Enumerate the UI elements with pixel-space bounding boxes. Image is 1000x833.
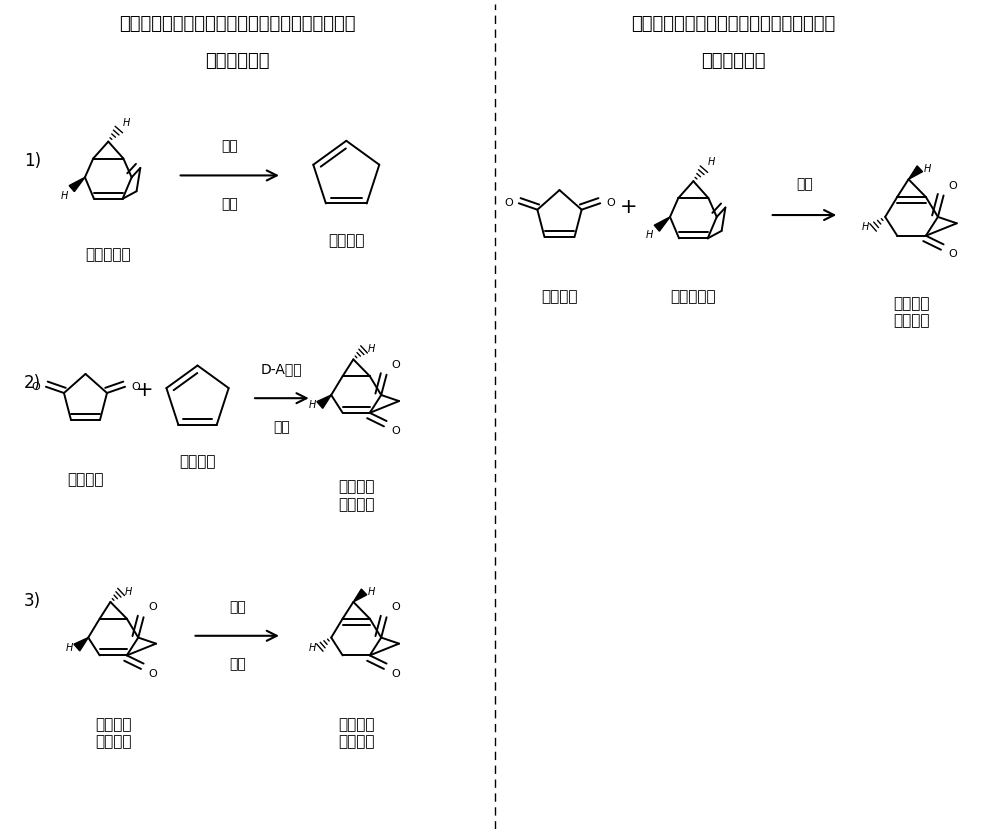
Text: （一个步骤）: （一个步骤） xyxy=(701,52,765,70)
Text: 解聚: 解聚 xyxy=(221,197,238,212)
Text: O: O xyxy=(949,249,957,259)
Text: 外亚甲基
四氢苯酐: 外亚甲基 四氢苯酐 xyxy=(893,297,930,328)
Text: +: + xyxy=(136,381,154,401)
Text: H: H xyxy=(308,642,316,652)
Polygon shape xyxy=(353,589,367,602)
Text: H: H xyxy=(368,587,375,597)
Text: H: H xyxy=(645,230,653,240)
Text: +: + xyxy=(620,197,638,217)
Text: 加热: 加热 xyxy=(796,177,813,192)
Polygon shape xyxy=(909,166,923,179)
Text: D-A反应: D-A反应 xyxy=(261,362,303,377)
Text: H: H xyxy=(308,400,316,410)
Text: 本发明的外亚甲基四氢苯酐粗品的制备方法: 本发明的外亚甲基四氢苯酐粗品的制备方法 xyxy=(631,15,835,33)
Text: 环戊二烯: 环戊二烯 xyxy=(179,455,216,470)
Text: H: H xyxy=(862,222,869,232)
Polygon shape xyxy=(654,217,670,232)
Text: （三个步骤）: （三个步骤） xyxy=(205,52,269,70)
Text: O: O xyxy=(392,602,400,612)
Text: H: H xyxy=(123,117,130,127)
Text: O: O xyxy=(131,382,140,392)
Text: O: O xyxy=(149,669,157,679)
Text: O: O xyxy=(392,360,400,370)
Text: 高温: 高温 xyxy=(229,600,246,614)
Text: O: O xyxy=(606,198,615,208)
Text: 双环戊二烯: 双环戊二烯 xyxy=(671,289,716,304)
Text: H: H xyxy=(125,587,132,597)
Text: 马来酸酐: 马来酸酐 xyxy=(541,289,578,304)
Text: O: O xyxy=(392,669,400,679)
Text: 3): 3) xyxy=(24,592,41,610)
Text: 环戊二烯: 环戊二烯 xyxy=(328,233,365,248)
Text: 已有文献报道的外亚甲基四氢苯酐粗品的制备方法: 已有文献报道的外亚甲基四氢苯酐粗品的制备方法 xyxy=(119,15,355,33)
Text: 转型: 转型 xyxy=(229,657,246,671)
Text: 马来酸酐: 马来酸酐 xyxy=(67,472,104,487)
Polygon shape xyxy=(69,177,85,192)
Text: H: H xyxy=(60,191,68,201)
Text: H: H xyxy=(924,164,931,174)
Text: O: O xyxy=(949,181,957,191)
Text: 内亚甲基
四氢苯酐: 内亚甲基 四氢苯酐 xyxy=(95,717,132,750)
Text: O: O xyxy=(504,198,513,208)
Text: O: O xyxy=(149,602,157,612)
Text: 双环戊二烯: 双环戊二烯 xyxy=(85,247,131,262)
Text: 内亚甲基
四氢苯酐: 内亚甲基 四氢苯酐 xyxy=(338,479,374,511)
Text: O: O xyxy=(31,382,40,392)
Text: 高温: 高温 xyxy=(221,140,238,153)
Text: 环合: 环合 xyxy=(273,420,290,434)
Text: O: O xyxy=(392,426,400,436)
Text: 1): 1) xyxy=(24,152,41,170)
Polygon shape xyxy=(317,395,331,408)
Text: H: H xyxy=(368,344,375,354)
Text: 外亚甲基
四氢苯酐: 外亚甲基 四氢苯酐 xyxy=(338,717,374,750)
Text: 2): 2) xyxy=(24,374,41,392)
Polygon shape xyxy=(74,637,88,651)
Text: H: H xyxy=(65,642,73,652)
Text: H: H xyxy=(708,157,715,167)
